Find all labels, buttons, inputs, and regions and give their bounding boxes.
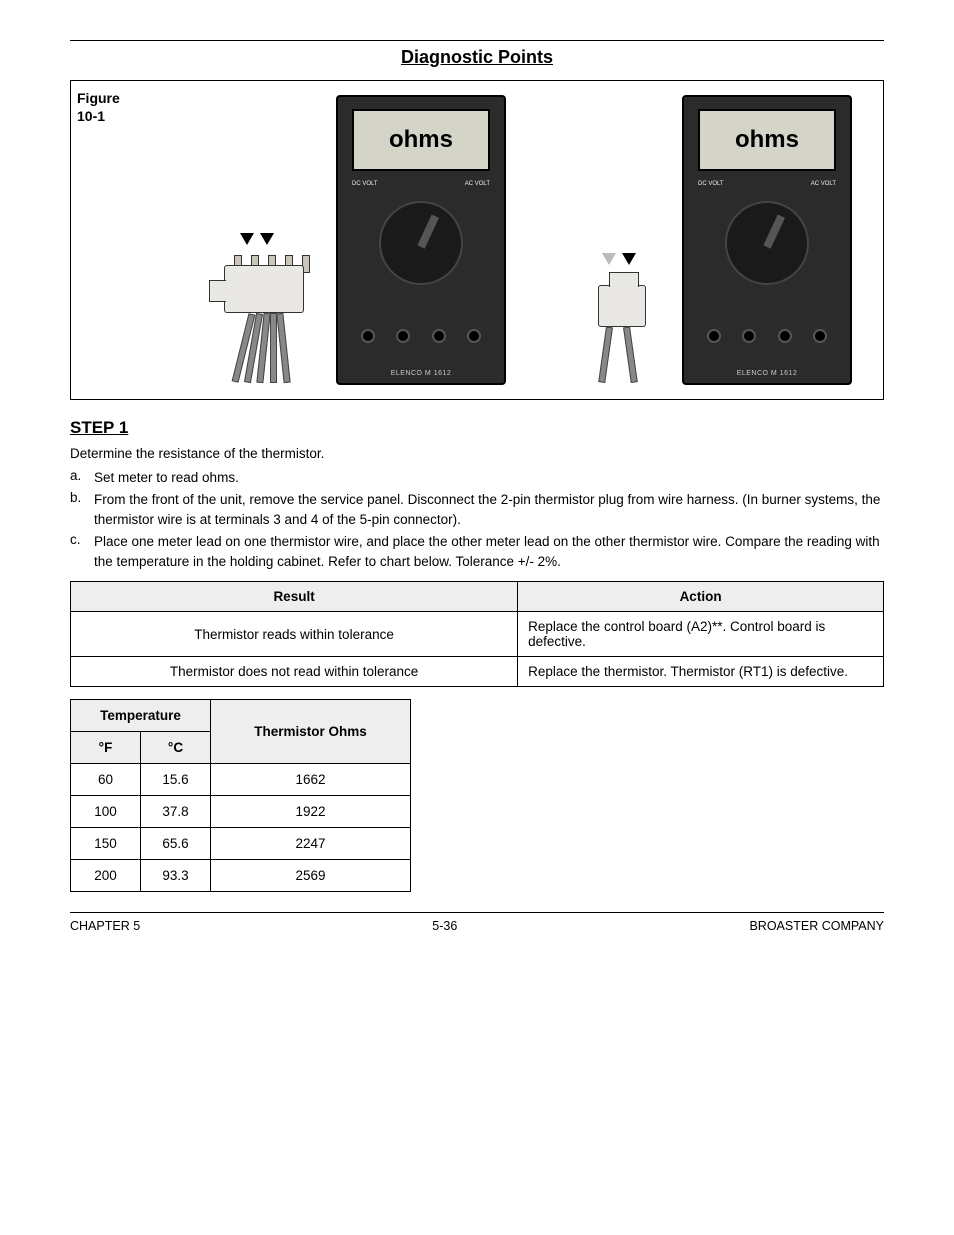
ohms-cell: 1922 [211,796,411,828]
connector-wires [606,327,630,383]
temp-c-cell: 15.6 [141,764,211,796]
result-action-table: Result Action Thermistor reads within to… [70,581,884,687]
meter-brand-label: ELENCO M 1612 [684,370,850,377]
temperature-ohms-table: Temperature Thermistor Ohms °F °C 60 15.… [70,699,411,892]
ohms-cell: 1662 [211,764,411,796]
connector-body [598,285,646,327]
bullet-label: b. [70,490,94,529]
section-title: Diagnostic Points [70,47,884,68]
temp-f-cell: 200 [71,860,141,892]
multimeter: ohms DC VOLT AC VOLT ELENCO M 1612 [682,95,852,385]
footer-page: 5-36 [432,919,457,933]
meter-ports [350,329,492,353]
dc-volt-label: DC VOLT [352,181,378,187]
ohms-cell: 2247 [211,828,411,860]
selector-dial [725,201,809,285]
page: Diagnostic Points Figure 10-1 [0,0,954,963]
action-cell: Replace the thermistor. Thermistor (RT1)… [518,657,884,687]
result-cell: Thermistor does not read within toleranc… [71,657,518,687]
bullet-text: From the front of the unit, remove the s… [94,490,884,529]
probe-arrow-icon [240,233,254,245]
figure-label-line1: Figure [77,90,120,106]
step-c: c. Place one meter lead on one thermisto… [70,532,884,571]
ohms-cell: 2569 [211,860,411,892]
selector-dial [379,201,463,285]
bullet-text: Place one meter lead on one thermistor w… [94,532,884,571]
multimeter: ohms DC VOLT AC VOLT ELENCO M 1612 [336,95,506,385]
step-a: a. Set meter to read ohms. [70,468,884,488]
bullet-label: a. [70,468,94,488]
table-row: Thermistor does not read within toleranc… [71,657,884,687]
dc-volt-label: DC VOLT [698,181,724,187]
table-row: Thermistor reads within tolerance Replac… [71,612,884,657]
col-header-f: °F [71,732,141,764]
probe-arrow-icon [602,253,616,265]
ac-volt-label: AC VOLT [465,181,490,187]
temp-f-cell: 100 [71,796,141,828]
bullet-label: c. [70,532,94,571]
action-cell: Replace the control board (A2)**. Contro… [518,612,884,657]
left-meter-group: ohms DC VOLT AC VOLT ELENCO M 1612 [212,95,506,385]
table-row: 200 93.3 2569 [71,860,411,892]
result-cell: Thermistor reads within tolerance [71,612,518,657]
connector-wires [240,313,300,383]
two-pin-connector [578,235,668,385]
meter-brand-label: ELENCO M 1612 [338,370,504,377]
step-intro: Determine the resistance of the thermist… [70,444,884,464]
ac-volt-label: AC VOLT [811,181,836,187]
bullet-text: Set meter to read ohms. [94,468,884,488]
temp-c-cell: 93.3 [141,860,211,892]
footer-right: BROASTER COMPANY [749,919,884,933]
connector-body [224,265,304,313]
top-rule [70,40,884,41]
temp-f-cell: 150 [71,828,141,860]
table-header-row: Temperature Thermistor Ohms [71,700,411,732]
five-pin-connector [212,215,322,385]
meter-display: ohms [698,109,836,171]
figure-10-1: Figure 10-1 [70,80,884,400]
page-footer: CHAPTER 5 5-36 BROASTER COMPANY [70,912,884,933]
figure-label-line2: 10-1 [77,108,105,124]
col-header-temperature: Temperature [71,700,211,732]
temp-f-cell: 60 [71,764,141,796]
temp-c-cell: 37.8 [141,796,211,828]
meter-display: ohms [352,109,490,171]
col-header-c: °C [141,732,211,764]
col-header-ohms: Thermistor Ohms [211,700,411,764]
step-heading: STEP 1 [70,418,884,438]
figure-label: Figure 10-1 [71,81,181,399]
probe-arrow-icon [622,253,636,265]
probe-arrow-icon [260,233,274,245]
figure-body: ohms DC VOLT AC VOLT ELENCO M 1612 [181,81,883,399]
table-header-row: Result Action [71,582,884,612]
table-row: 100 37.8 1922 [71,796,411,828]
right-meter-group: ohms DC VOLT AC VOLT ELENCO M 1612 [578,95,852,385]
temp-c-cell: 65.6 [141,828,211,860]
col-header-result: Result [71,582,518,612]
table-row: 150 65.6 2247 [71,828,411,860]
step-b: b. From the front of the unit, remove th… [70,490,884,529]
col-header-action: Action [518,582,884,612]
footer-left: CHAPTER 5 [70,919,140,933]
table-row: 60 15.6 1662 [71,764,411,796]
meter-ports [696,329,838,353]
